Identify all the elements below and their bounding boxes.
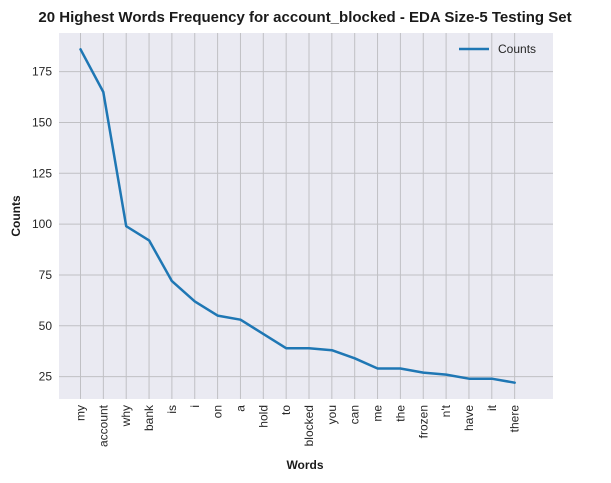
x-tick-label: why (119, 405, 133, 427)
x-tick-label: blocked (302, 405, 316, 446)
y-axis-label: Counts (9, 195, 23, 237)
x-tick-label: on (211, 405, 225, 418)
x-tick-label: frozen (416, 405, 430, 438)
x-axis-label: Words (286, 458, 323, 472)
x-tick-label: a (233, 405, 247, 412)
x-axis-ticks: my account why bank is i on a hold to blocked you ca… (74, 404, 522, 447)
x-tick-label: have (462, 405, 476, 431)
x-tick-label: n't (439, 404, 453, 417)
x-tick-label: it (485, 404, 499, 411)
legend: Counts (459, 42, 536, 56)
x-tick-label: hold (256, 405, 270, 428)
x-tick-label: bank (142, 404, 156, 431)
y-axis-ticks: 25 50 75 100 125 150 175 (32, 65, 52, 384)
y-tick-label: 100 (32, 217, 52, 231)
chart-title: 20 Highest Words Frequency for account_b… (38, 9, 571, 26)
y-tick-label: 25 (39, 370, 53, 384)
y-tick-label: 125 (32, 166, 52, 180)
x-tick-label: can (348, 405, 362, 424)
y-tick-label: 75 (39, 268, 53, 282)
grid (59, 33, 553, 399)
legend-label: Counts (498, 42, 536, 56)
y-tick-label: 50 (39, 319, 53, 333)
y-tick-label: 175 (32, 65, 52, 79)
x-tick-label: is (165, 405, 179, 414)
x-tick-label: my (74, 405, 88, 421)
plot-area (59, 33, 553, 399)
data-points (80, 49, 515, 383)
x-tick-label: me (371, 405, 385, 422)
x-tick-label: there (508, 405, 522, 433)
x-tick-label: to (279, 405, 293, 415)
series-line-counts (79, 48, 516, 384)
x-tick-label: you (325, 405, 339, 424)
x-tick-label: account (96, 404, 110, 447)
x-tick-label: the (393, 405, 407, 422)
x-tick-label: i (188, 405, 202, 408)
y-tick-label: 150 (32, 115, 52, 129)
